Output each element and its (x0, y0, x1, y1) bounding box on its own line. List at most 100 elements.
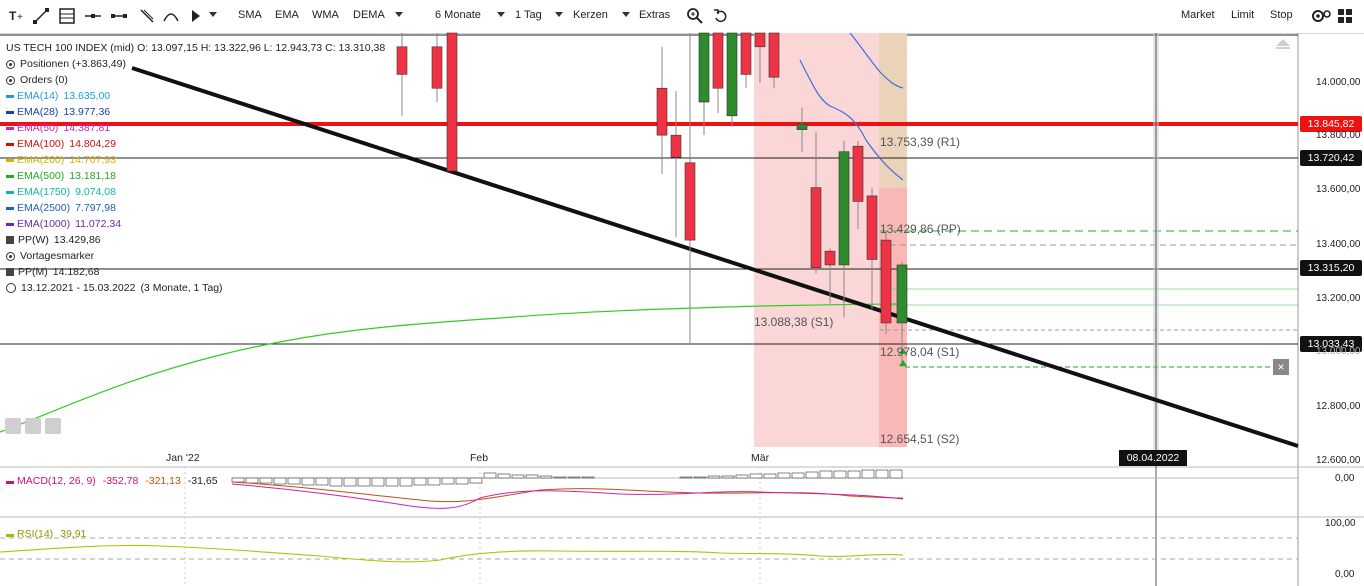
ema-row[interactable]: EMA(2500) 7.797,98 (6, 200, 385, 216)
macd-bar (385, 477, 399, 487)
ema-row[interactable]: EMA(14) 13.635,00 (6, 88, 385, 104)
fibonacci-tool-icon[interactable] (58, 7, 76, 25)
chart-type-select[interactable]: Kerzen (573, 9, 608, 21)
candle-body[interactable] (852, 145, 864, 202)
layout-icon[interactable] (1336, 7, 1354, 25)
horizontal-line-icon[interactable] (84, 7, 102, 25)
period-dropdown-icon[interactable] (497, 12, 505, 17)
macd-bar (749, 473, 763, 479)
instrument-title: US TECH 100 INDEX (mid) O: 13.097,15 H: … (6, 42, 386, 54)
pencil-icon[interactable] (138, 7, 156, 25)
undo-icon[interactable] (712, 7, 730, 25)
ppm-name: PP(M) (18, 266, 48, 278)
vortag-row[interactable]: Vortagesmarker (6, 248, 385, 264)
positions-row[interactable]: Positionen (+3.863,49) (6, 56, 385, 72)
candle-body[interactable] (768, 32, 780, 78)
arc-icon[interactable] (162, 7, 180, 25)
indicator-dropdown[interactable] (395, 12, 403, 17)
candle-body[interactable] (824, 250, 836, 266)
ema-swatch (6, 174, 14, 178)
ppm-row[interactable]: PP(M) 14.182,68 (6, 264, 385, 280)
ema-row[interactable]: EMA(500) 13.181,18 (6, 168, 385, 184)
y-axis-label: 12.600,00 (1316, 455, 1361, 466)
sma-button[interactable]: SMA (238, 9, 262, 21)
macd-axis-label: 0,00 (1335, 473, 1355, 484)
downtrend-line[interactable] (131, 66, 1299, 448)
zoom-out-icon[interactable] (25, 418, 41, 434)
ema-row[interactable]: EMA(50) 14.387,81 (6, 120, 385, 136)
macd-bar (861, 469, 875, 479)
scroll-left-icon[interactable] (5, 418, 21, 434)
interval-dropdown-icon[interactable] (555, 12, 563, 17)
buy-marker[interactable] (899, 348, 907, 354)
candle-body[interactable] (712, 32, 724, 89)
ema-500-line (0, 303, 906, 433)
stop-order-button[interactable]: Stop (1270, 9, 1293, 21)
candle-body[interactable] (656, 87, 668, 136)
channel-icon[interactable] (110, 7, 128, 25)
text-tool-icon[interactable]: T + (8, 7, 26, 25)
rsi-label: RSI(14) (17, 528, 54, 540)
orders-row[interactable]: Orders (0) (6, 72, 385, 88)
candle-body[interactable] (896, 264, 908, 324)
dema-button[interactable]: DEMA (353, 9, 385, 21)
ema-name: EMA(1750) (17, 186, 71, 198)
buy-marker-2[interactable] (899, 360, 907, 366)
radio-icon[interactable] (6, 251, 15, 261)
drawing-tools-dropdown[interactable] (209, 12, 217, 17)
ema-button[interactable]: EMA (275, 9, 299, 21)
candle-body[interactable] (838, 151, 850, 266)
ema-name: EMA(100) (17, 138, 65, 150)
candle-body[interactable] (396, 46, 408, 75)
level-2-price-label: 13.315,20 (1300, 260, 1362, 276)
arrow-icon[interactable] (188, 7, 206, 25)
wma-button[interactable]: WMA (312, 9, 339, 21)
ema-row[interactable]: EMA(1000) 11.072,34 (6, 216, 385, 232)
macd-bar (875, 469, 889, 479)
candle-body[interactable] (726, 32, 738, 117)
extras-menu[interactable]: Extras (639, 9, 671, 21)
candle-body[interactable] (810, 187, 822, 269)
ema-swatch (6, 94, 14, 98)
market-order-button[interactable]: Market (1181, 9, 1215, 21)
reset-zoom-icon[interactable] (45, 418, 61, 434)
interval-select[interactable]: 1 Tag (515, 9, 542, 21)
period-select[interactable]: 6 Monate (435, 9, 481, 21)
ema-row[interactable]: EMA(28) 13.977,36 (6, 104, 385, 120)
ema-name: EMA(500) (17, 170, 65, 182)
candle-body[interactable] (431, 46, 443, 89)
scroll-up-icon[interactable] (1276, 39, 1290, 46)
close-order-button[interactable]: × (1273, 359, 1289, 375)
macd-bar (287, 477, 301, 485)
chart-type-dropdown-icon[interactable] (622, 12, 630, 17)
limit-order-button[interactable]: Limit (1231, 9, 1255, 21)
candle-body[interactable] (880, 239, 892, 324)
ema-row[interactable]: EMA(1750) 9.074,08 (6, 184, 385, 200)
macd-legend[interactable]: MACD(12, 26, 9) -352,78 -321,13 -31,65 (6, 475, 218, 487)
ema-row[interactable]: EMA(200) 14.707,93 (6, 152, 385, 168)
candle-body[interactable] (670, 134, 682, 158)
candle-body[interactable] (698, 32, 710, 103)
macd-bar (553, 476, 567, 479)
candle-body[interactable] (684, 162, 696, 241)
macd-bar (539, 475, 553, 479)
rsi-legend[interactable]: RSI(14) 39,91 (6, 528, 86, 540)
candle-body[interactable] (866, 195, 878, 260)
ema-row[interactable]: EMA(100) 14.804,29 (6, 136, 385, 152)
rsi-value: 39,91 (60, 528, 87, 540)
ppw-row[interactable]: PP(W) 13.429,86 (6, 232, 385, 248)
candle-body[interactable] (796, 123, 808, 130)
zoom-icon[interactable] (686, 7, 704, 25)
settings-icon[interactable] (1311, 7, 1331, 25)
macd-bar (427, 477, 441, 486)
line-tool-icon[interactable] (32, 7, 50, 25)
svg-text:T: T (9, 9, 17, 23)
radio-icon[interactable] (6, 75, 15, 85)
radio-icon[interactable] (6, 59, 15, 69)
macd-value-1: -352,78 (102, 475, 139, 487)
candle-body[interactable] (740, 32, 752, 75)
candle-body[interactable] (754, 32, 766, 48)
x-axis-label: Jan '22 (166, 452, 200, 464)
candle-body[interactable] (446, 32, 458, 172)
